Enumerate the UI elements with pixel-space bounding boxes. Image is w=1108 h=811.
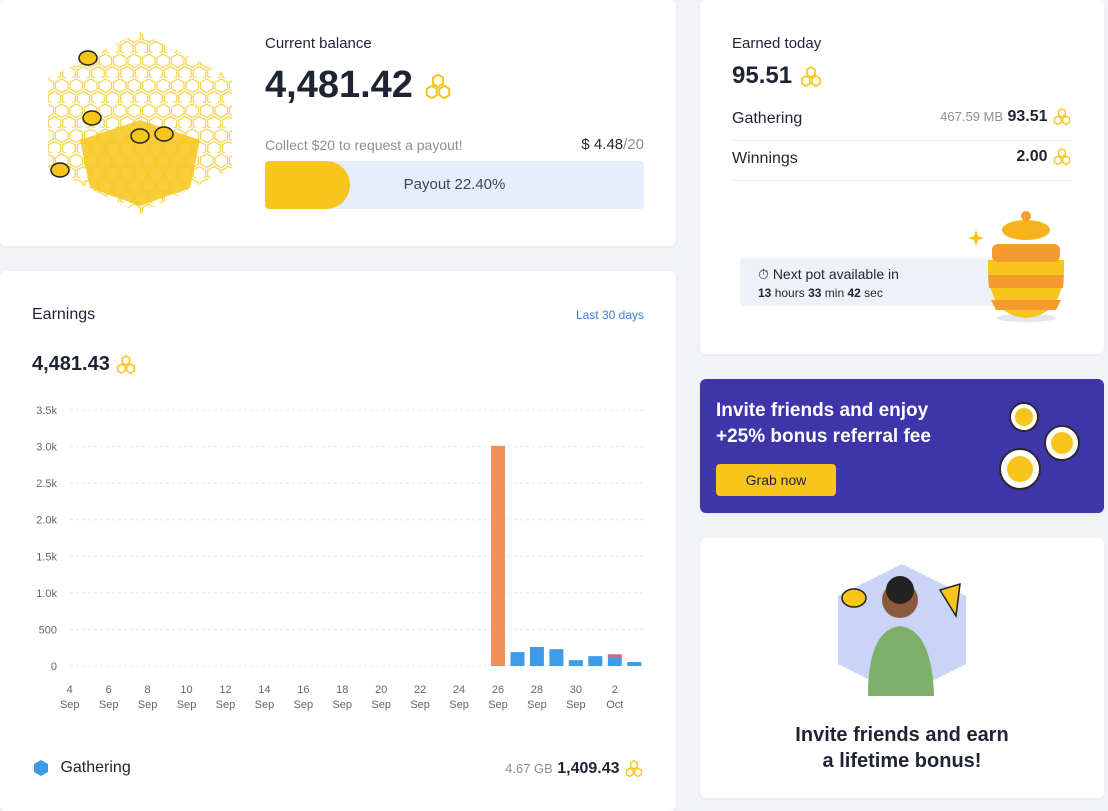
sec-unit: sec [864,286,883,300]
honeycomb-illustration [48,32,232,214]
bar-segment [607,654,622,658]
hours: 13 [758,286,772,300]
min-unit: min [824,286,845,300]
gathering-row: Gathering 467.59 MB 93.51 [732,100,1072,141]
timer-title: ⏱ Next pot available in [758,266,899,282]
x-tick-label: 8 Sep [138,684,158,711]
banner-text: Invite friends and enjoy +25% bonus refer… [716,398,931,450]
period[interactable]: Last 30 days [575,308,644,322]
timer-box: ⏱ Next pot available in 13 hours 33 min … [740,258,1000,306]
y-tick-label: 1.5k [36,551,57,563]
grab-button[interactable]: Grab now [716,464,836,496]
earnings-card: Earnings Last 30 days 4,481.43 0 500 1.0k 1… [0,271,676,811]
total: 4,481.43 [32,353,110,375]
x-tick-label: 6 Sep [99,684,119,711]
y-tick-label: 0 [51,661,57,673]
x-tick-label: 4 Sep [60,684,80,711]
invite-text: Invite friends and earn a lifetime bonus! [700,722,1104,774]
bar-segment [588,656,603,666]
row-values: 2.00 [1016,147,1072,167]
row-values: 467.59 MB 93.51 [940,107,1072,127]
earnings-total: 4,481.43 [32,353,137,376]
row-amount: 2.00 [1016,148,1048,166]
progress-fill [265,161,350,209]
bar-segment [607,657,622,666]
x-tick-label: 20 Sep [371,684,391,711]
breakdown-name: Gathering [60,759,131,777]
y-tick-label: 500 [39,624,57,636]
x-tick-label: 30 Sep [566,684,586,711]
coins [999,402,1080,490]
breakdown-amount: 1,409.43 [557,760,620,778]
timer-value: 13 hours 33 min 42 sec [758,286,883,300]
invite-illustration [838,564,966,696]
bar-segment [510,652,525,666]
x-tick-label: 24 Sep [449,684,469,711]
bar-segment [529,646,544,666]
winnings-row: Winnings 2.00 [732,140,1072,181]
sec: 42 [847,286,861,300]
progress-track: Payout 22.40% [265,161,644,209]
x-tick-label: 28 Sep [527,684,547,711]
row-name: Winnings [732,150,798,167]
bar-segment [568,660,583,666]
target: /20 [623,136,644,153]
bar-segment [627,661,642,666]
earnings-title: Earnings [32,306,96,323]
balance-title: Current balance [265,35,372,52]
x-tick-label: 10 Sep [177,684,197,711]
y-tick-label: 3.5k [36,405,57,417]
today-amount: 95.51 [732,62,823,90]
balance-value: 4,481.42 [265,64,413,106]
y-tick-label: 2.0k [36,515,57,527]
x-tick-label: 2 Oct [606,684,623,711]
invite-line: Invite friends and earn [795,724,1009,746]
bar-segment [491,445,505,666]
breakdown-values: 4.67 GB 1,409.43 [505,759,644,779]
payout-target: $ 4.48/20 [581,136,644,153]
x-tick-label: 26 Sep [488,684,508,711]
x-tick-label: 18 Sep [332,684,352,711]
y-tick-label: 3.0k [36,442,57,454]
bar-segment [549,649,564,666]
breakdown-data: 4.67 GB [505,761,553,777]
current: $ 4.48 [581,136,624,153]
progress-label: Payout 22.40% [403,176,506,193]
hours-unit: hours [774,286,805,300]
earnings-chart: 0 500 1.0k 1.5k 2.0k 2.5k 3.0k 3.5k 4 Sep 6 Sep 8 Sep… [36,405,644,711]
hex-icon [1052,107,1072,127]
invite-line: a lifetime bonus! [822,750,982,772]
y-tick-label: 1.0k [36,588,57,600]
hex-icon [799,65,823,89]
row-amount: 93.51 [1007,108,1048,126]
referral-banner: Invite friends and enjoy +25% bonus refer… [700,379,1104,513]
x-tick-label: 12 Sep [216,684,236,711]
row-data: 467.59 MB [940,109,1004,125]
today-value: 95.51 [732,62,793,89]
banner-line: +25% bonus referral fee [716,426,931,447]
bar-segment [491,665,505,666]
timer-text: Next pot available in [772,266,899,282]
breakdown-row: Gathering [32,759,131,777]
banner-line: Invite friends and enjoy [716,400,929,421]
y-tick-label: 2.5k [36,478,57,490]
today-card: Earned today 95.51 Gathering 467.59 MB 9… [700,0,1104,354]
min: 33 [808,286,822,300]
hex-icon [423,72,453,102]
x-tick-label: 22 Sep [410,684,430,711]
x-tick-label: 14 Sep [255,684,275,711]
payout-note: Collect $20 to request a payout! [265,137,463,153]
honey-pot [968,211,1065,322]
row-name: Gathering [732,110,803,127]
hex-icon [1052,147,1072,167]
balance-card: Current balance 4,481.42 Collect $20 to … [0,0,676,246]
today-title: Earned today [732,35,822,52]
hex-icon [624,759,644,779]
invite-card: Invite friends and earn a lifetime bonus! [700,538,1104,798]
balance-amount: 4,481.42 [265,64,453,107]
legend-hex [34,760,48,776]
x-tick-label: 16 Sep [294,684,314,711]
